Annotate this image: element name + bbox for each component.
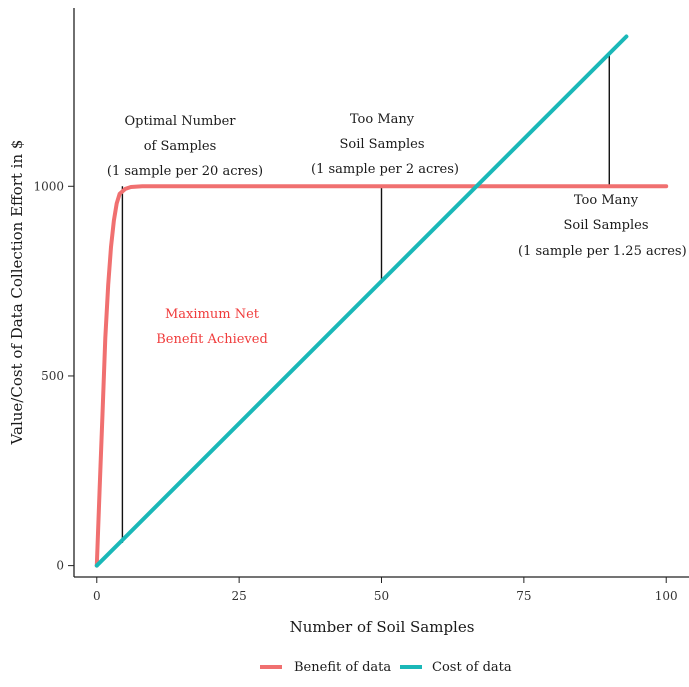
x-axis-title: Number of Soil Samples (290, 618, 475, 636)
y-axis-title: Value/Cost of Data Collection Effort in … (8, 140, 26, 446)
annotation-too-many-2-line-2: Soil Samples (339, 137, 424, 152)
annotation-too-many-2-line-1: Too Many (350, 112, 415, 127)
legend-cost-swatch (400, 665, 422, 669)
annotation-max-net-line-2: Benefit Achieved (156, 332, 268, 347)
legend-cost-label: Cost of data (432, 660, 512, 675)
x-tick-label-75: 75 (516, 589, 531, 603)
x-tick-label-50: 50 (374, 589, 389, 603)
cost-line (94, 34, 629, 568)
annotation-too-many-125-line-2: Soil Samples (563, 218, 648, 233)
plot-frame (73, 8, 689, 578)
x-tick-label-100: 100 (655, 589, 678, 603)
x-tick-label-25: 25 (231, 589, 246, 603)
annotation-optimal-line-2: of Samples (144, 139, 217, 154)
legend-benefit-swatch (260, 665, 282, 669)
marker-lines (121, 53, 610, 543)
annotation-optimal-line-1: Optimal Number (124, 114, 236, 129)
annotation-too-many-2-acres: Too Many Soil Samples (1 sample per 2 ac… (311, 112, 459, 177)
legend: Benefit of data Cost of data (260, 660, 512, 675)
annotation-too-many-1-25-acres: Too Many Soil Samples (1 sample per 1.25… (518, 193, 687, 259)
x-tick-label-0: 0 (93, 589, 101, 603)
annotation-too-many-125-line-3: (1 sample per 1.25 acres) (518, 244, 687, 259)
series-lines (94, 34, 669, 568)
annotation-optimal-line-3: (1 sample per 20 acres) (107, 164, 263, 179)
legend-benefit-label: Benefit of data (294, 660, 391, 675)
y-tick-label-500: 500 (41, 369, 64, 383)
y-tick-label-0: 0 (56, 559, 64, 573)
annotation-max-net-benefit: Maximum Net Benefit Achieved (156, 307, 268, 347)
annotation-optimal: Optimal Number of Samples (1 sample per … (107, 114, 263, 179)
annotation-too-many-125-line-1: Too Many (574, 193, 639, 208)
y-tick-label-1000: 1000 (33, 179, 64, 193)
benefit-line (94, 184, 669, 568)
annotation-max-net-line-1: Maximum Net (165, 307, 260, 322)
annotation-too-many-2-line-3: (1 sample per 2 acres) (311, 162, 459, 177)
